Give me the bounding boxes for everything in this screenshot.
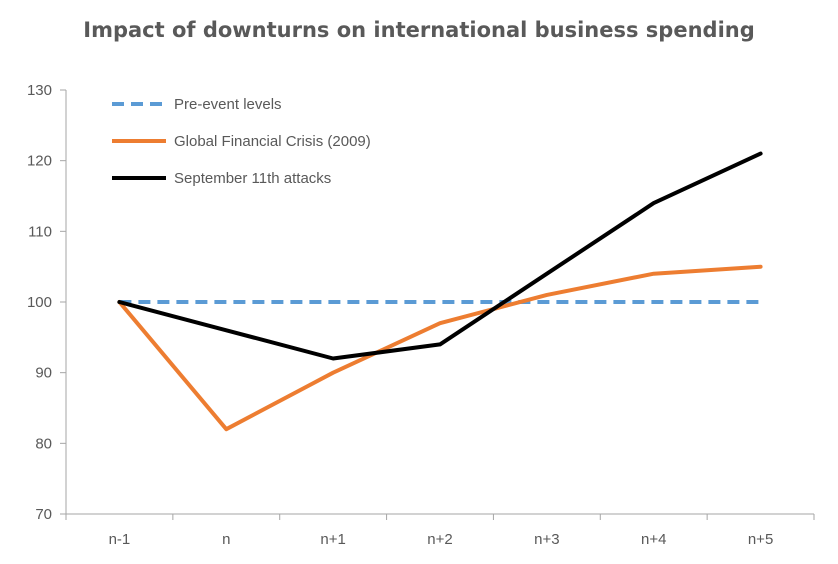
x-tick-label: n+2 xyxy=(427,531,452,548)
legend-label-1: Pre-event levels xyxy=(174,96,282,113)
y-tick-label: 120 xyxy=(27,153,52,170)
legend-label-3: September 11th attacks xyxy=(174,170,331,187)
y-tick-label: 90 xyxy=(35,365,52,382)
y-tick-label: 130 xyxy=(27,82,52,99)
y-tick-label: 110 xyxy=(28,223,52,240)
legend-label-2: Global Financial Crisis (2009) xyxy=(174,133,371,150)
y-tick-label: 100 xyxy=(27,294,52,311)
x-tick-label: n-1 xyxy=(109,531,131,548)
x-tick-label: n+5 xyxy=(748,531,773,548)
y-tick-label: 80 xyxy=(35,435,52,452)
x-tick-label: n+4 xyxy=(641,531,666,548)
x-tick-label: n xyxy=(222,531,230,548)
x-tick-label: n+1 xyxy=(320,531,345,548)
series-line-2 xyxy=(117,264,763,432)
x-tick-label: n+3 xyxy=(534,531,559,548)
chart-title: Impact of downturns on international bus… xyxy=(83,18,755,42)
y-tick-label: 70 xyxy=(35,506,52,523)
series-line-3 xyxy=(117,151,763,361)
